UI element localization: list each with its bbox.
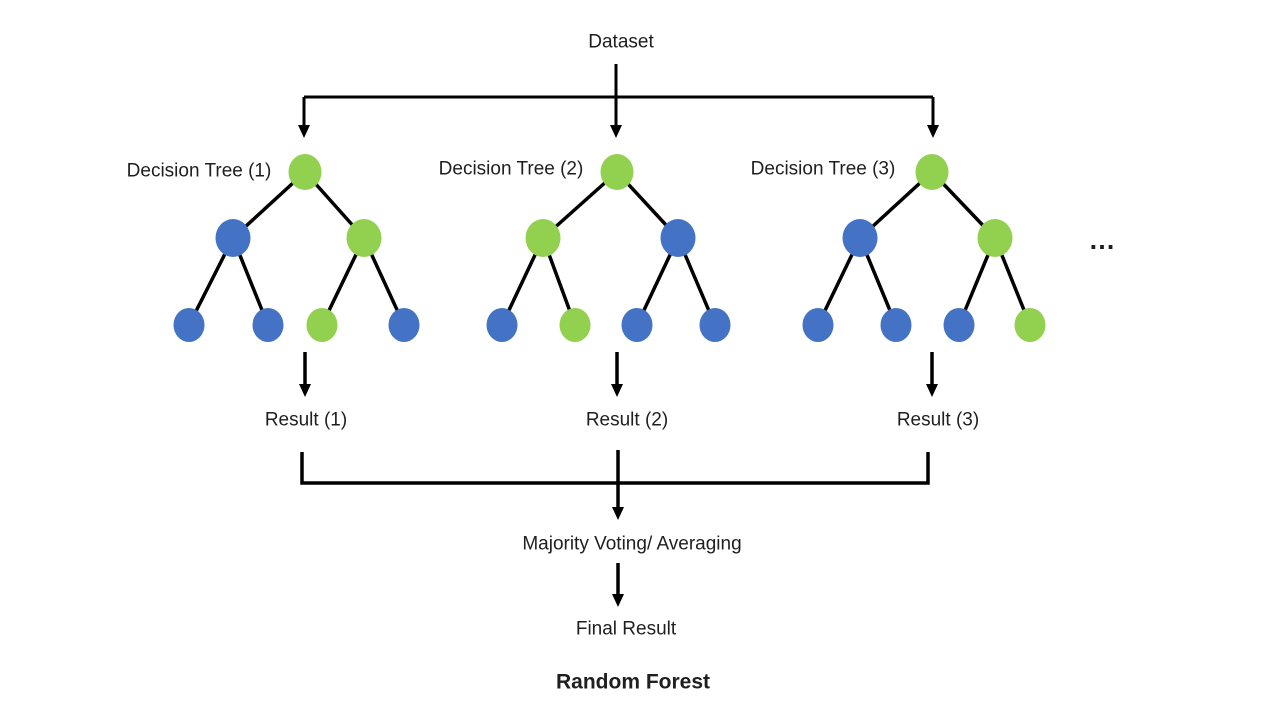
tree-3-leaf-node	[880, 308, 912, 342]
tree-1-leaf-node	[252, 308, 284, 342]
arrow-down-icon	[927, 125, 939, 138]
tree-2-leaf-node	[699, 308, 731, 342]
tree-2-leaf-node	[486, 308, 518, 342]
tree-1	[173, 154, 420, 342]
tree-1-child-node	[215, 219, 251, 257]
results-merge-connector	[300, 450, 930, 508]
tree-2-child-node	[525, 219, 561, 257]
final-result-label: Final Result	[575, 618, 677, 640]
arrow-down-icon	[612, 594, 624, 607]
arrow-down-icon	[612, 507, 624, 520]
tree-2-child-node	[660, 219, 696, 257]
more-trees-ellipsis: …	[1088, 224, 1118, 255]
merge-bracket-line	[300, 452, 930, 485]
decision-tree-3-label: Decision Tree (3)	[750, 158, 896, 180]
tree-1-root-node	[288, 154, 322, 190]
tree-result-arrows	[303, 352, 934, 385]
dataset-connector	[302, 64, 935, 126]
tree-3-leaf-node	[1014, 308, 1046, 342]
tree-3-child-node	[977, 219, 1013, 257]
arrow-down-icon	[298, 125, 310, 138]
tree-3-leaf-node	[943, 308, 975, 342]
tree-2-leaf-node	[621, 308, 653, 342]
tree-2	[486, 154, 731, 342]
tree-1-child-node	[346, 219, 382, 257]
tree-1-leaf-node	[306, 308, 338, 342]
arrow-down-icon	[610, 125, 622, 138]
tree-2-root-node	[600, 154, 634, 190]
arrow-down-icon	[299, 384, 311, 397]
dataset-label: Dataset	[588, 31, 654, 53]
arrow-down-icon	[611, 384, 623, 397]
tree-3-leaf-node	[802, 308, 834, 342]
tree-1-leaf-node	[173, 308, 205, 342]
majority-voting-label: Majority Voting/ Averaging	[522, 533, 742, 555]
decision-tree-2-label: Decision Tree (2)	[438, 158, 584, 180]
diagram-title: Random Forest	[555, 670, 711, 694]
tree-2-leaf-node	[559, 308, 591, 342]
tree-3-root-node	[915, 154, 949, 190]
tree-3	[802, 154, 1046, 342]
tree-3-child-node	[842, 219, 878, 257]
result-2-label: Result (2)	[585, 409, 669, 431]
decision-tree-1-label: Decision Tree (1)	[126, 160, 272, 182]
arrow-down-icon	[926, 384, 938, 397]
tree-1-leaf-node	[388, 308, 420, 342]
result-3-label: Result (3)	[896, 409, 980, 431]
result-1-label: Result (1)	[264, 409, 348, 431]
